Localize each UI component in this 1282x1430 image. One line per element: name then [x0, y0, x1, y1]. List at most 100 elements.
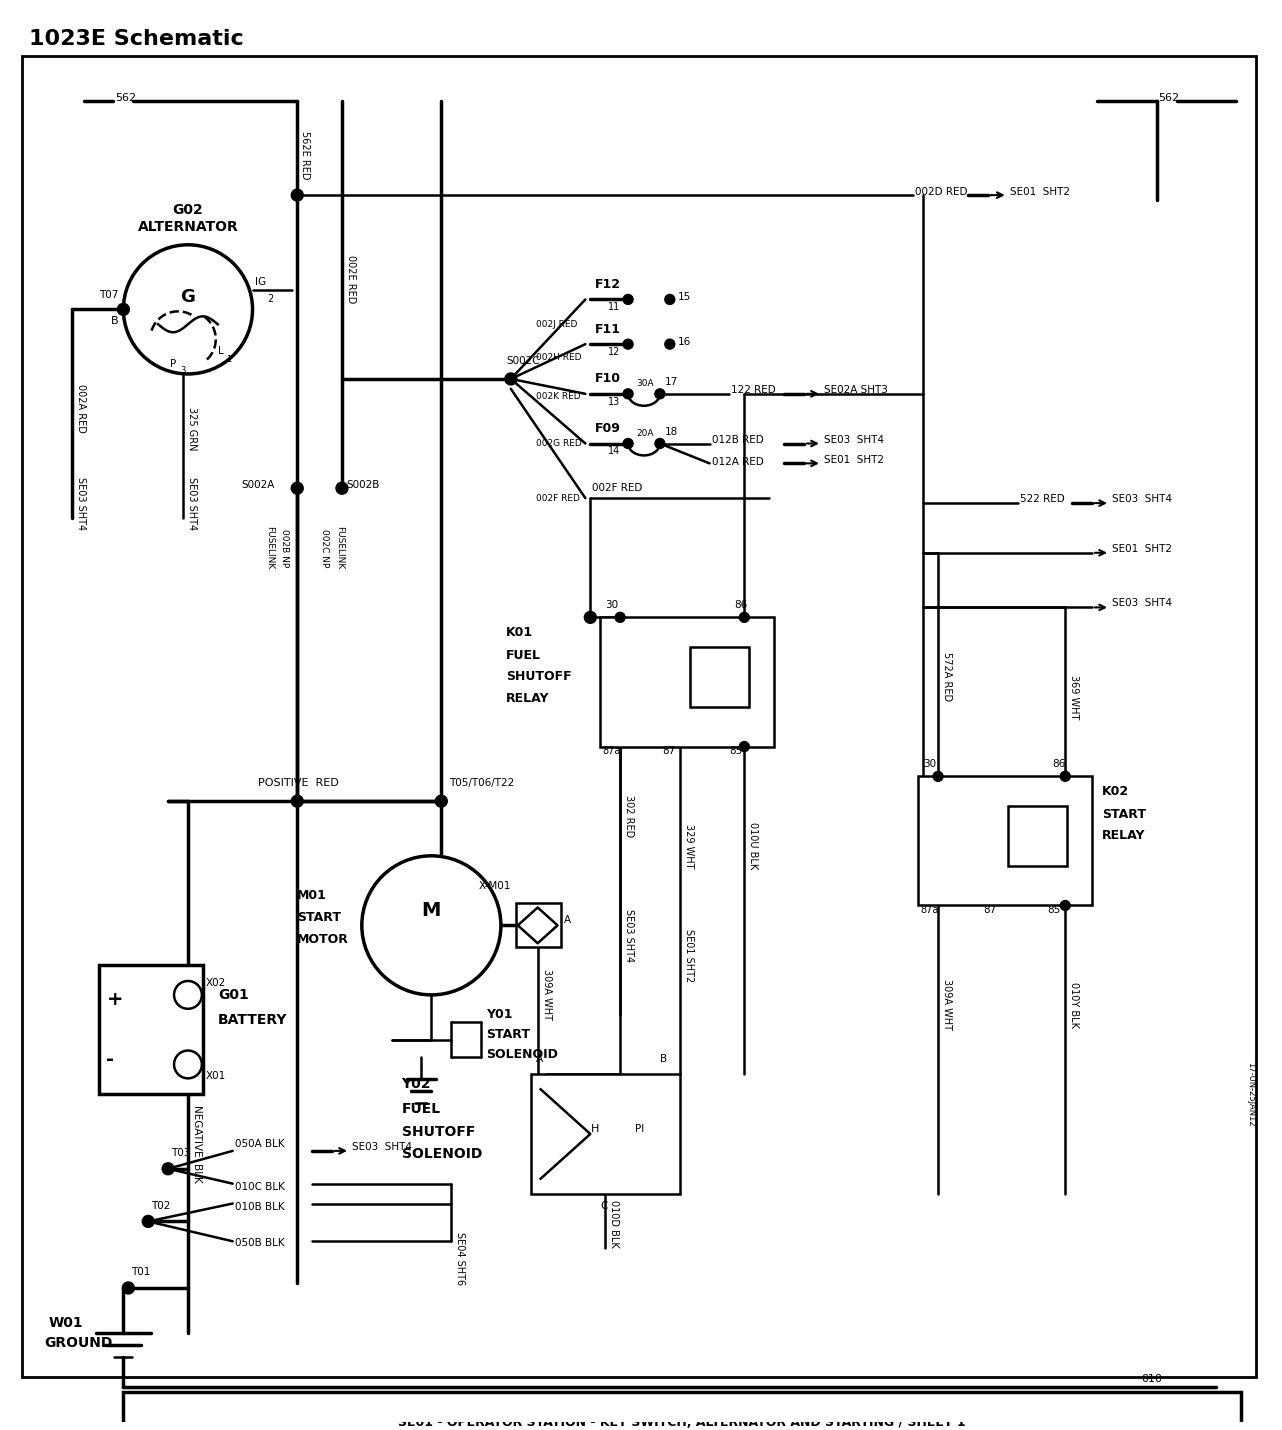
Text: 562: 562 [115, 93, 137, 103]
Text: L: L [218, 346, 223, 356]
Text: 1023E Schematic: 1023E Schematic [29, 29, 244, 49]
Text: 3: 3 [179, 366, 186, 376]
Text: 002D RED: 002D RED [915, 187, 968, 197]
Circle shape [623, 295, 633, 305]
Text: START: START [486, 1028, 529, 1041]
Text: SE01 - OPERATOR STATION - KEY SWITCH, ALTERNATOR AND STARTING / SHEET 1: SE01 - OPERATOR STATION - KEY SWITCH, AL… [397, 1416, 965, 1429]
Circle shape [665, 295, 674, 305]
Circle shape [162, 1163, 174, 1174]
Text: 002J RED: 002J RED [536, 320, 577, 329]
Text: G: G [181, 289, 195, 306]
Circle shape [615, 612, 626, 622]
Text: B: B [660, 1054, 667, 1064]
Text: 1: 1 [226, 355, 231, 363]
Bar [918, 776, 1092, 905]
Text: NEGATIVE  BLK: NEGATIVE BLK [192, 1105, 203, 1183]
Circle shape [142, 1216, 154, 1227]
Text: T02: T02 [151, 1201, 171, 1211]
Text: 010D BLK: 010D BLK [609, 1200, 619, 1247]
Circle shape [665, 339, 674, 349]
Text: 002G RED: 002G RED [536, 439, 582, 448]
Text: SE03 SHT4: SE03 SHT4 [76, 476, 86, 529]
Text: 17-UN-25JAN12: 17-UN-25JAN12 [1246, 1062, 1255, 1127]
Circle shape [585, 612, 596, 623]
Text: M01: M01 [297, 889, 327, 902]
Text: IG: IG [255, 276, 265, 286]
Text: 002F RED: 002F RED [536, 493, 579, 502]
Text: 20A: 20A [636, 429, 654, 438]
Circle shape [1060, 771, 1070, 781]
Text: 85: 85 [1047, 905, 1060, 915]
Text: 002C NP: 002C NP [320, 529, 329, 568]
Text: MOTOR: MOTOR [297, 932, 349, 945]
Text: SE01  SHT2: SE01 SHT2 [824, 455, 883, 465]
Text: S002C: S002C [506, 356, 540, 366]
Text: 002A RED: 002A RED [76, 385, 86, 433]
Circle shape [623, 389, 633, 399]
Text: C: C [600, 1201, 608, 1211]
Text: 11: 11 [608, 302, 620, 312]
Text: Y02: Y02 [401, 1077, 431, 1091]
Text: SE04 SHT6: SE04 SHT6 [455, 1231, 465, 1284]
Text: SOLENOID: SOLENOID [401, 1147, 482, 1161]
Text: POSITIVE  RED: POSITIVE RED [258, 778, 338, 788]
Circle shape [291, 482, 304, 495]
Text: P: P [171, 359, 177, 369]
Bar [600, 618, 774, 746]
Text: A: A [564, 915, 570, 925]
Circle shape [118, 303, 129, 316]
Text: 010: 010 [1142, 1374, 1163, 1384]
Text: 87a: 87a [920, 905, 938, 915]
Text: 85: 85 [729, 746, 742, 756]
Text: ALTERNATOR: ALTERNATOR [137, 220, 238, 235]
Text: GROUND: GROUND [44, 1336, 113, 1350]
Circle shape [291, 189, 304, 202]
Text: 122 RED: 122 RED [732, 385, 776, 395]
Circle shape [655, 389, 665, 399]
Text: M: M [422, 901, 441, 919]
Text: SE01 SHT2: SE01 SHT2 [683, 928, 694, 982]
Text: K01: K01 [506, 626, 533, 639]
Text: 87: 87 [662, 746, 676, 756]
Text: SHUTOFF: SHUTOFF [506, 671, 572, 684]
Text: A: A [536, 1054, 542, 1064]
Circle shape [122, 1283, 135, 1294]
Text: RELAY: RELAY [506, 692, 550, 705]
Text: SE03  SHT4: SE03 SHT4 [824, 435, 883, 445]
Text: F09: F09 [595, 422, 622, 435]
Text: X-M01: X-M01 [478, 881, 510, 891]
Text: 050A BLK: 050A BLK [235, 1138, 285, 1148]
Circle shape [933, 771, 944, 781]
Bar [531, 1074, 679, 1194]
Text: 15: 15 [678, 293, 691, 303]
Text: 87a: 87a [603, 746, 620, 756]
Text: SE02A SHT3: SE02A SHT3 [824, 385, 887, 395]
Text: SE01  SHT2: SE01 SHT2 [1010, 187, 1069, 197]
Text: +: + [106, 991, 123, 1010]
Text: Y01: Y01 [486, 1008, 513, 1021]
Text: 562E RED: 562E RED [300, 132, 310, 180]
Text: SE03 SHT4: SE03 SHT4 [624, 908, 635, 962]
Text: PI: PI [636, 1124, 645, 1134]
Text: 87: 87 [983, 905, 996, 915]
Text: FUSELINK: FUSELINK [335, 526, 344, 569]
Text: 309A WHT: 309A WHT [942, 980, 953, 1031]
Text: 18: 18 [665, 426, 678, 436]
Text: SE03  SHT4: SE03 SHT4 [1111, 495, 1172, 505]
Text: W01: W01 [49, 1316, 83, 1330]
Text: 012A RED: 012A RED [712, 458, 763, 468]
Text: 002H RED: 002H RED [536, 353, 581, 362]
Circle shape [623, 339, 633, 349]
Text: 13: 13 [608, 396, 620, 406]
Circle shape [1060, 901, 1070, 911]
Text: START: START [1103, 808, 1146, 821]
Circle shape [174, 1051, 201, 1078]
Circle shape [174, 981, 201, 1008]
Text: FUEL: FUEL [401, 1103, 441, 1117]
Text: -: - [106, 1050, 114, 1070]
Text: G01: G01 [218, 988, 249, 1002]
Text: 325 GRN: 325 GRN [187, 408, 197, 450]
Text: T01: T01 [131, 1267, 151, 1277]
Circle shape [655, 439, 665, 449]
Circle shape [362, 855, 501, 995]
